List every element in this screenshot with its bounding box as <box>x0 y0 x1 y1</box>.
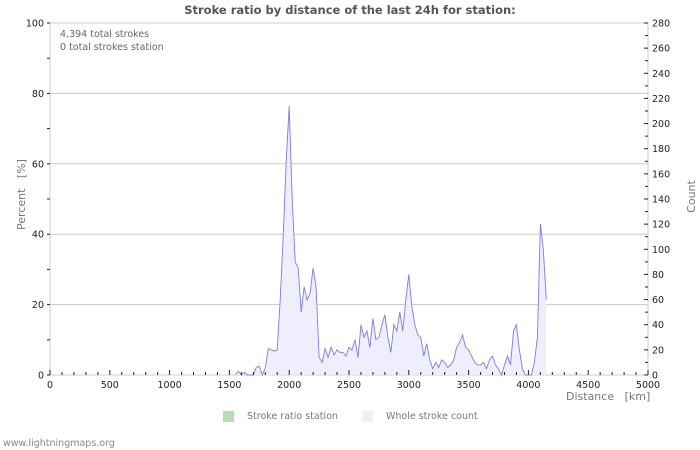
x-tick-label: 3500 <box>457 380 481 391</box>
legend-swatch-green <box>223 411 234 422</box>
x-tick-label: 500 <box>101 380 119 391</box>
x-tick-label: 4000 <box>516 380 540 391</box>
legend-item-stroke-ratio: Stroke ratio station <box>223 411 338 422</box>
legend-label: Stroke ratio station <box>247 411 338 422</box>
y-left-tick-label: 80 <box>32 89 44 100</box>
station-strokes-annotation: 0 total strokes station <box>60 42 164 53</box>
y-left-tick-label: 100 <box>26 19 44 30</box>
y-left-tick-label: 40 <box>32 230 44 241</box>
y-right-tick-label: 180 <box>652 144 670 155</box>
x-tick-label: 3000 <box>397 380 421 391</box>
y-right-tick-label: 220 <box>652 94 670 105</box>
whole-stroke-count-line <box>235 105 547 377</box>
y-right-tick-label: 40 <box>652 320 664 331</box>
y-right-tick-label: 0 <box>652 371 658 382</box>
y-right-tick-label: 20 <box>652 345 664 356</box>
y-right-tick-label: 280 <box>652 19 670 30</box>
x-tick-label: 0 <box>47 380 53 391</box>
plot-frame <box>49 22 649 376</box>
y-right-tick-label: 100 <box>652 245 670 256</box>
x-axis-label: Distance [km] <box>566 390 651 403</box>
legend-swatch-lavender <box>362 411 373 422</box>
x-tick-label: 1500 <box>217 380 241 391</box>
y-right-tick-label: 160 <box>652 169 670 180</box>
y-right-tick-label: 260 <box>652 44 670 55</box>
y-left-tick-label: 20 <box>32 300 44 311</box>
y-left-tick-label: 0 <box>38 371 44 382</box>
chart-title: Stroke ratio by distance of the last 24h… <box>184 3 516 17</box>
total-strokes-annotation: 4,394 total strokes <box>60 29 150 40</box>
legend-label: Whole stroke count <box>386 411 478 422</box>
y-right-tick-label: 140 <box>652 195 670 206</box>
y-right-tick-label: 240 <box>652 69 670 80</box>
y-right-tick-label: 200 <box>652 119 670 130</box>
x-tick-label: 2000 <box>277 380 301 391</box>
y-right-tick-label: 80 <box>652 270 664 281</box>
x-tick-label: 5000 <box>636 380 660 391</box>
x-tick-label: 2500 <box>337 380 361 391</box>
y-right-tick-label: 120 <box>652 220 670 231</box>
x-tick-label: 1000 <box>158 380 182 391</box>
x-tick-label: 4500 <box>576 380 600 391</box>
y-left-tick-label: 60 <box>32 159 44 170</box>
y-right-tick-label: 60 <box>652 295 664 306</box>
footer-source-link[interactable]: www.lightningmaps.org <box>3 438 115 449</box>
whole-stroke-count-area <box>235 106 547 375</box>
legend-item-whole-count: Whole stroke count <box>362 411 478 422</box>
